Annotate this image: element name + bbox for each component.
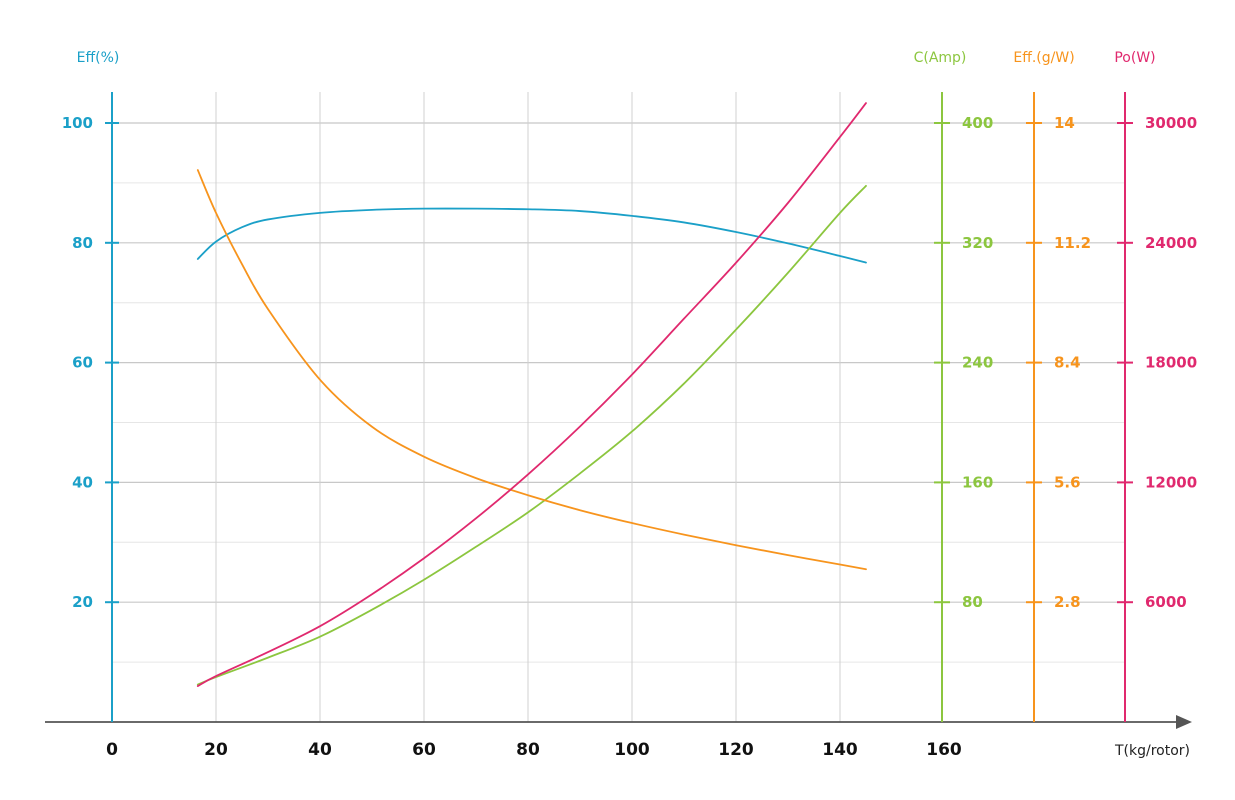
grid — [112, 92, 1125, 722]
power-tick-label: 18000 — [1145, 354, 1197, 372]
x-tick-label: 80 — [516, 740, 540, 760]
x-axis-label: T(kg/rotor) — [1114, 743, 1190, 759]
power-series-line — [196, 102, 867, 687]
x-tick-label: 140 — [822, 740, 858, 760]
eff-gw-tick-label: 5.6 — [1054, 473, 1081, 491]
eff-gw-tick-label: 2.8 — [1054, 593, 1081, 611]
x-tick-label: 40 — [308, 740, 332, 760]
current-axis-title: C(Amp) — [914, 50, 967, 66]
x-axis-arrow — [1176, 715, 1192, 729]
eff-gw-tick-label: 8.4 — [1054, 354, 1081, 372]
eff-tick-label: 40 — [72, 473, 93, 491]
x-tick-label: 100 — [614, 740, 650, 760]
eff-gw-series-line — [196, 169, 867, 571]
current-tick-label: 80 — [962, 593, 983, 611]
labels: 20406080100Eff(%)80160240320400C(Amp)2.8… — [62, 50, 1198, 760]
current-tick-label: 400 — [962, 114, 993, 132]
eff-gw-tick-label: 14 — [1054, 114, 1075, 132]
eff-axis-title: Eff(%) — [77, 50, 120, 66]
current-tick-label: 240 — [962, 354, 993, 372]
current-tick-label: 320 — [962, 234, 993, 252]
eff-tick-label: 80 — [72, 234, 93, 252]
eff-tick-label: 20 — [72, 593, 93, 611]
eff-tick-label: 60 — [72, 354, 93, 372]
eff-series-line — [196, 207, 867, 264]
x-tick-label: 0 — [106, 740, 118, 760]
power-tick-label: 6000 — [1145, 593, 1187, 611]
x-tick-label: 20 — [204, 740, 228, 760]
x-tick-label: 60 — [412, 740, 436, 760]
series-lines — [196, 102, 867, 687]
eff-gw-axis-title: Eff.(g/W) — [1013, 50, 1074, 66]
x-tick-label: 160 — [926, 740, 962, 760]
current-tick-label: 160 — [962, 473, 993, 491]
x-tick-label: 120 — [718, 740, 754, 760]
power-tick-label: 30000 — [1145, 114, 1197, 132]
power-tick-label: 12000 — [1145, 473, 1197, 491]
current-series-line — [196, 184, 867, 686]
eff-tick-label: 100 — [62, 114, 93, 132]
power-tick-label: 24000 — [1145, 234, 1197, 252]
power-axis-title: Po(W) — [1114, 50, 1155, 66]
eff-gw-tick-label: 11.2 — [1054, 234, 1091, 252]
axes — [45, 92, 1192, 729]
